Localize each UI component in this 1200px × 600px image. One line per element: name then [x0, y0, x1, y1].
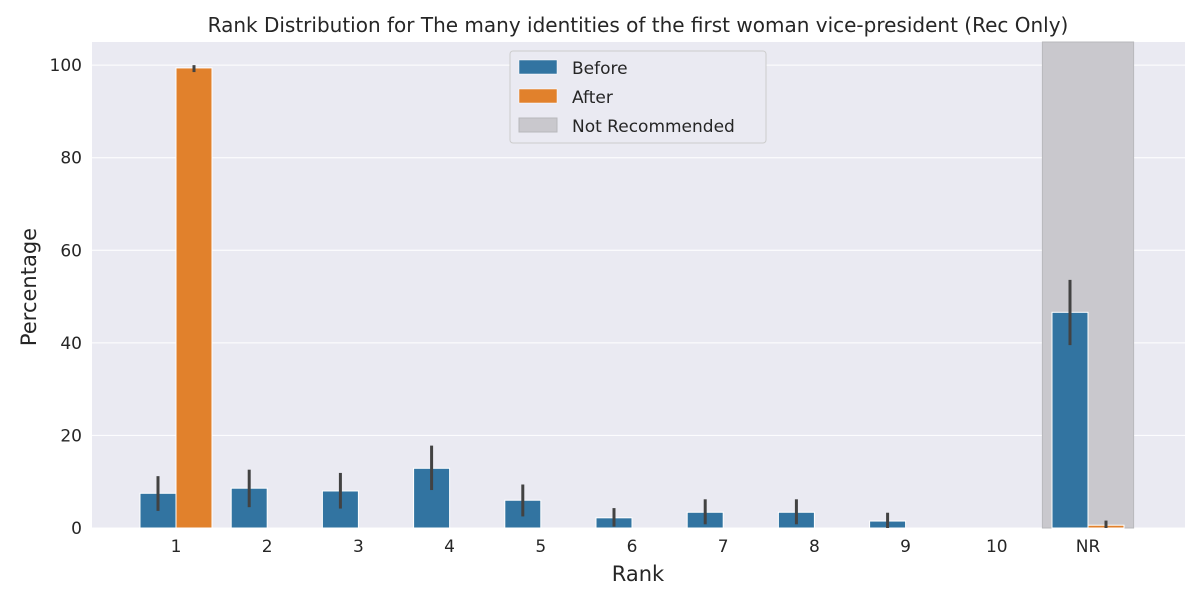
x-tick-label-1: 1 [171, 537, 182, 557]
y-tick-label-0: 0 [71, 519, 82, 539]
error-bars [156, 65, 1108, 528]
legend-label-not-recommended: Not Recommended [572, 117, 735, 137]
x-tick-label-4: 4 [444, 537, 455, 557]
legend-frame [509, 50, 767, 144]
y-tick-label-100: 100 [50, 56, 82, 76]
x-tick-label-10: 10 [986, 537, 1008, 557]
x-tick-label-5: 5 [535, 537, 546, 557]
y-tick-label-60: 60 [60, 241, 82, 261]
chart-title: Rank Distribution for The many identitie… [208, 13, 1069, 37]
legend-label-after: After [572, 88, 613, 108]
legend-swatch-after [518, 88, 558, 104]
x-tick-label-9: 9 [900, 537, 911, 557]
x-tick-label-6: 6 [627, 537, 638, 557]
y-tick-label-20: 20 [60, 426, 82, 446]
y-tick-label-40: 40 [60, 334, 82, 354]
x-tick-label-nr: NR [1076, 537, 1101, 557]
x-tick-label-8: 8 [809, 537, 820, 557]
legend: Before After Not Recommended [509, 50, 767, 144]
x-axis-label: Rank [612, 562, 665, 586]
bar-before-nr [1051, 311, 1089, 529]
legend-swatch-before [518, 59, 558, 75]
x-axis-ticks: 1 2 3 4 5 6 7 8 9 10 NR [171, 537, 1101, 557]
x-tick-label-7: 7 [718, 537, 729, 557]
x-tick-label-3: 3 [353, 537, 364, 557]
y-axis-label: Percentage [17, 228, 41, 346]
legend-label-before: Before [572, 59, 628, 79]
y-axis-ticks: 0 20 40 60 80 100 [50, 56, 82, 539]
legend-swatch-not-recommended [518, 117, 558, 133]
y-tick-label-80: 80 [60, 149, 82, 169]
x-tick-label-2: 2 [262, 537, 273, 557]
bars [139, 67, 1125, 529]
bar-after-1 [175, 67, 213, 529]
